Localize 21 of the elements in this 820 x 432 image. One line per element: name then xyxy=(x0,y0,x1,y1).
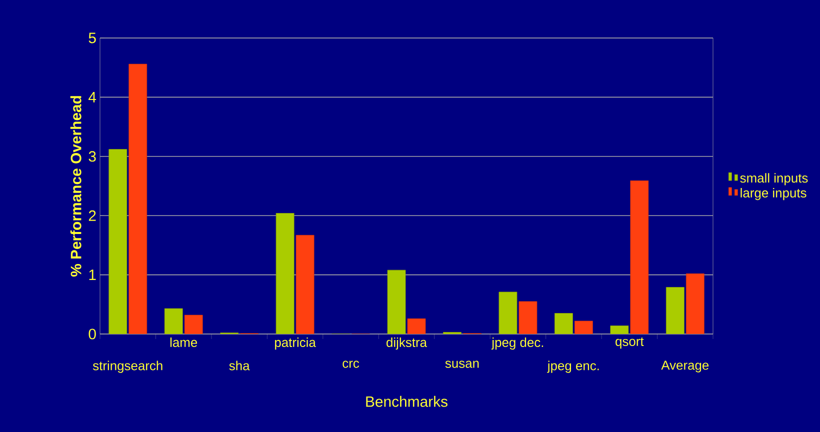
x-tick-label: patricia xyxy=(275,338,316,350)
x-tick-label: susan xyxy=(445,360,479,368)
y-tick-label: 5 xyxy=(88,32,96,44)
y-tick-label: 4 xyxy=(88,92,96,102)
x-tick-label: lame xyxy=(170,338,198,348)
x-tick-label: dijkstra xyxy=(386,338,428,350)
y-tick-label: 0 xyxy=(88,328,96,340)
x-tick-label: qsort xyxy=(616,338,644,349)
x-tick-label: stringsearch xyxy=(92,360,162,373)
y-tick-label: 3 xyxy=(88,151,96,162)
x-tick-label: jpeg dec. xyxy=(491,338,544,350)
y-axis-title: % Performance Overhead xyxy=(70,96,82,277)
x-tick-label: Average xyxy=(661,360,709,372)
x-tick-label: jpeg enc. xyxy=(547,360,599,373)
legend-label: large inputs xyxy=(740,188,806,200)
x-tick-label: sha xyxy=(229,360,250,370)
x-axis-title: Benchmarks xyxy=(366,396,448,407)
y-tick-label: 1 xyxy=(89,270,96,280)
legend-label: small inputs xyxy=(740,173,808,186)
x-tick-label: crc xyxy=(342,360,360,368)
y-tick-label: 2 xyxy=(88,210,96,221)
